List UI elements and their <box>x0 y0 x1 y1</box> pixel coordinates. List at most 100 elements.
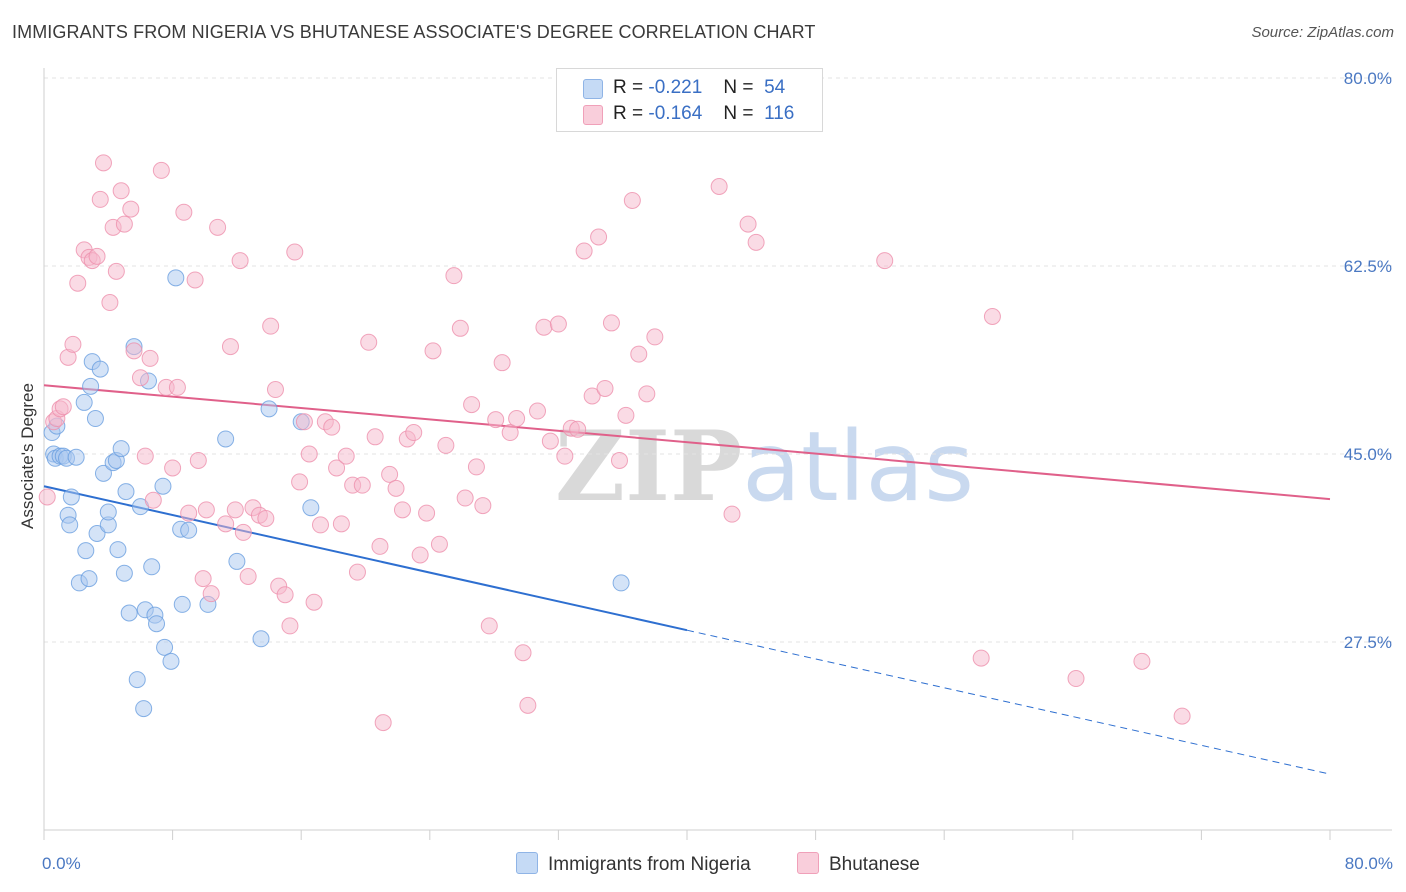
bottom-legend-bhutanese: Bhutanese <box>797 852 920 876</box>
data-point-bhutanese <box>638 385 656 403</box>
data-point-bhutanese <box>131 369 149 387</box>
y-tick-label: 80.0% <box>1344 69 1392 88</box>
axes <box>43 68 1392 840</box>
trend-line-nigeria-extension <box>686 629 1331 775</box>
data-point-nigeria <box>117 483 135 501</box>
data-point-bhutanese <box>480 617 498 635</box>
data-point-bhutanese <box>353 476 371 494</box>
data-point-nigeria <box>167 269 185 287</box>
data-point-bhutanese <box>508 410 526 428</box>
legend-r-value: -0.164 <box>648 103 703 124</box>
data-point-bhutanese <box>164 459 182 477</box>
x-tick-label: 0.0% <box>42 854 81 873</box>
data-point-bhutanese <box>88 247 106 265</box>
legend-n-value: 116 <box>764 103 795 124</box>
data-point-bhutanese <box>194 570 212 588</box>
data-point-bhutanese <box>136 447 154 465</box>
data-point-bhutanese <box>393 501 411 519</box>
data-point-bhutanese <box>739 215 757 233</box>
data-point-bhutanese <box>418 504 436 522</box>
data-point-bhutanese <box>602 314 620 332</box>
bottom-legend-swatch-bhutanese <box>797 852 819 874</box>
chart-title: IMMIGRANTS FROM NIGERIA VS BHUTANESE ASS… <box>12 22 816 42</box>
trend-line-nigeria <box>43 485 688 632</box>
data-points <box>38 154 1191 732</box>
data-point-bhutanese <box>549 315 567 333</box>
data-point-nigeria <box>61 516 79 534</box>
data-point-nigeria <box>154 477 172 495</box>
data-point-bhutanese <box>463 396 481 414</box>
data-point-bhutanese <box>617 406 635 424</box>
data-point-bhutanese <box>323 418 341 436</box>
data-point-nigeria <box>82 377 100 395</box>
data-point-bhutanese <box>630 345 648 363</box>
data-point-bhutanese <box>305 593 323 611</box>
data-point-bhutanese <box>91 190 109 208</box>
data-point-bhutanese <box>286 243 304 261</box>
data-point-nigeria <box>143 558 161 576</box>
data-point-bhutanese <box>332 515 350 533</box>
legend-n-value: 54 <box>764 77 786 98</box>
data-point-bhutanese <box>646 328 664 346</box>
data-point-bhutanese <box>501 424 519 442</box>
data-point-bhutanese <box>456 489 474 507</box>
data-point-bhutanese <box>1067 670 1085 688</box>
data-point-bhutanese <box>535 318 553 336</box>
data-point-bhutanese <box>437 436 455 454</box>
data-point-bhutanese <box>189 451 207 469</box>
data-point-bhutanese <box>239 567 257 585</box>
data-point-bhutanese <box>266 381 284 399</box>
bottom-legend-swatch-nigeria <box>516 852 538 874</box>
data-point-bhutanese <box>569 420 587 438</box>
data-point-bhutanese <box>467 458 485 476</box>
data-point-bhutanese <box>300 445 318 463</box>
source-credit: Source: ZipAtlas.com <box>1251 24 1394 41</box>
data-point-bhutanese <box>623 191 641 209</box>
data-point-bhutanese <box>710 178 728 196</box>
data-point-bhutanese <box>115 215 133 233</box>
data-point-bhutanese <box>141 349 159 367</box>
x-tick-label: 80.0% <box>1345 854 1393 873</box>
data-point-bhutanese <box>405 424 423 442</box>
data-point-nigeria <box>135 700 153 718</box>
data-point-bhutanese <box>451 319 469 337</box>
data-point-bhutanese <box>337 447 355 465</box>
data-point-bhutanese <box>231 252 249 270</box>
data-point-bhutanese <box>583 387 601 405</box>
data-point-nigeria <box>109 541 127 559</box>
data-point-bhutanese <box>186 271 204 289</box>
data-point-nigeria <box>91 360 109 378</box>
legend-swatch-nigeria <box>583 79 603 99</box>
data-point-nigeria <box>99 503 117 521</box>
data-point-nigeria <box>162 652 180 670</box>
data-point-bhutanese <box>541 432 559 450</box>
data-point-nigeria <box>260 400 278 418</box>
data-point-bhutanese <box>519 696 537 714</box>
data-point-bhutanese <box>281 617 299 635</box>
data-point-bhutanese <box>94 154 112 172</box>
data-point-nigeria <box>115 564 133 582</box>
data-point-bhutanese <box>723 505 741 523</box>
trend-line-bhutanese <box>43 384 1331 501</box>
data-point-nigeria <box>173 595 191 613</box>
tick-labels: 27.5% 45.0% 62.5% 80.0% 0.0% 80.0% <box>42 69 1393 873</box>
data-point-bhutanese <box>596 379 614 397</box>
data-point-nigeria <box>77 542 95 560</box>
data-point-nigeria <box>180 521 198 539</box>
data-point-bhutanese <box>514 644 532 662</box>
data-point-bhutanese <box>180 504 198 522</box>
data-point-nigeria <box>62 488 80 506</box>
data-point-nigeria <box>112 440 130 458</box>
data-point-bhutanese <box>112 182 130 200</box>
data-point-bhutanese <box>107 262 125 280</box>
data-point-bhutanese <box>175 203 193 221</box>
legend-r-value: -0.221 <box>648 77 703 98</box>
data-point-nigeria <box>302 499 320 517</box>
legend-r-label: R = <box>613 103 644 124</box>
data-point-bhutanese <box>168 378 186 396</box>
data-point-nigeria <box>75 393 93 411</box>
legend-swatch-bhutanese <box>583 105 603 125</box>
watermark-atlas: atlas <box>742 411 975 523</box>
data-point-bhutanese <box>234 523 252 541</box>
data-point-bhutanese <box>430 535 448 553</box>
